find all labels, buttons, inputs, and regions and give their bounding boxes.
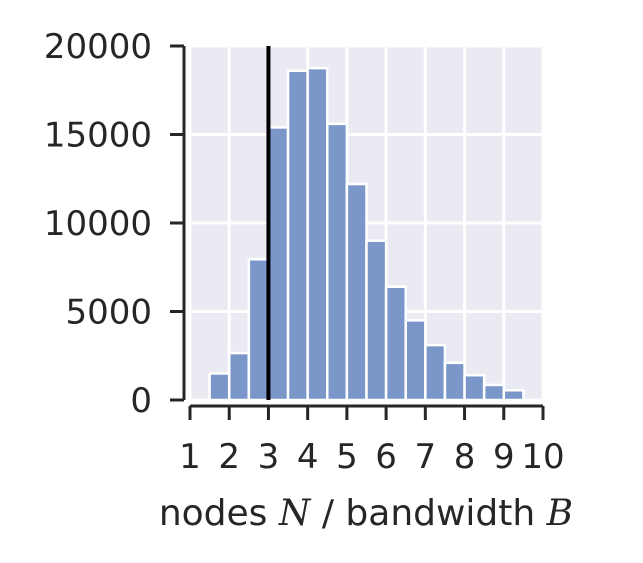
y-tick-label: 0 <box>130 381 152 421</box>
y-tick-label: 10000 <box>44 204 152 244</box>
y-tick-label: 15000 <box>44 116 152 156</box>
histogram-bar <box>404 319 427 402</box>
x-tick-label: 1 <box>179 437 201 477</box>
histogram-bar <box>227 351 251 402</box>
x-tick-label: 2 <box>218 437 240 477</box>
x-tick-labels: 1 2 3 4 5 6 7 8 9 10 <box>179 437 564 477</box>
x-axis-label-prefix: nodes <box>159 493 279 534</box>
histogram-bar <box>326 122 349 402</box>
histogram-bar <box>267 126 290 402</box>
histogram-bar <box>365 239 388 402</box>
histogram-bar <box>306 66 329 402</box>
x-tick-label: 6 <box>375 437 397 477</box>
histogram-bar <box>345 182 368 402</box>
x-tick-label: 5 <box>336 437 358 477</box>
x-tick-label: 7 <box>415 437 437 477</box>
x-tick-label: 3 <box>258 437 280 477</box>
histogram-bar <box>502 389 525 402</box>
x-axis-label: nodes N / bandwidth B <box>159 493 573 534</box>
x-tick-label: 9 <box>493 437 515 477</box>
y-tick-labels: 0 5000 10000 15000 20000 <box>44 27 152 421</box>
histogram-bar <box>443 361 466 402</box>
x-tick-label: 10 <box>521 437 564 477</box>
x-tick-label: 8 <box>454 437 476 477</box>
x-axis-label-middle: / bandwidth <box>310 493 546 534</box>
y-tick-label: 5000 <box>65 293 152 333</box>
y-tick-label: 20000 <box>44 27 152 67</box>
x-axis-label-var-b: B <box>546 493 573 534</box>
x-axis-label-var-n: N <box>278 493 312 534</box>
histogram-bar <box>286 69 309 402</box>
histogram-bars <box>208 66 525 402</box>
histogram-bar <box>482 383 506 402</box>
histogram-bar <box>384 285 407 402</box>
histogram-bar <box>424 343 447 402</box>
histogram-bar <box>247 258 270 402</box>
histogram-bar <box>208 372 231 402</box>
histogram-bar <box>463 373 486 402</box>
x-tick-label: 4 <box>297 437 319 477</box>
axes <box>170 44 545 420</box>
